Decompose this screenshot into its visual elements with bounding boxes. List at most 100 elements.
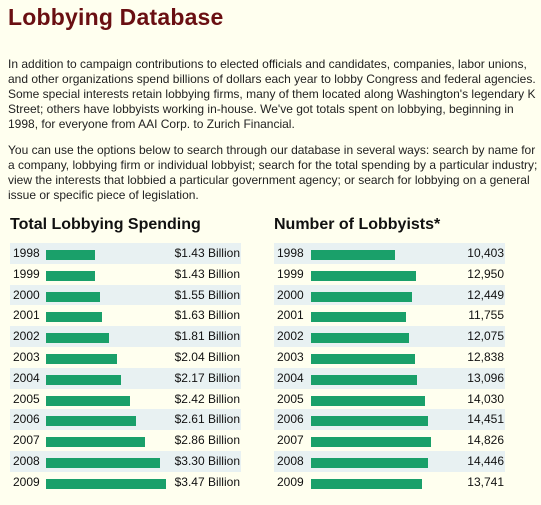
lobbyists-value-label: 13,741 (467, 474, 504, 489)
spending-bar (46, 353, 117, 364)
spending-value-label: $1.43 Billion (174, 246, 240, 260)
lobbyists-chart-title: Number of Lobbyists* (274, 216, 441, 233)
spending-bar (46, 457, 161, 468)
lobbyists-value-label: 14,451 (467, 412, 504, 427)
lobbyists-bar (311, 250, 396, 260)
lobbyists-row: 2006 14,451 (274, 409, 505, 431)
spending-value-label: $1.63 Billion (174, 308, 240, 323)
lobbyists-bar (311, 457, 428, 468)
lobbyists-value-label: 10,403 (467, 246, 504, 260)
spending-bar (46, 437, 145, 448)
lobbyists-year-label: 2006 (277, 412, 304, 427)
lobbyists-year-label: 1999 (277, 266, 304, 281)
spending-value-label: $1.81 Billion (174, 329, 240, 344)
spending-value-label: $1.55 Billion (174, 287, 240, 302)
spending-value-label: $3.30 Billion (174, 453, 240, 468)
spending-value-label: $2.17 Billion (174, 370, 240, 385)
spending-value-label: $3.47 Billion (174, 474, 240, 489)
spending-year-label: 1999 (13, 266, 40, 281)
spending-bar (46, 416, 137, 427)
lobbyists-value-label: 14,446 (467, 453, 504, 468)
spending-chart: 1998 $1.43 Billion 1999 $1.43 Billion 2000 $1… (10, 243, 241, 493)
lobbyists-row: 2003 12,838 (274, 347, 505, 368)
lobbyists-year-label: 2009 (277, 474, 304, 489)
spending-year-label: 1998 (13, 246, 40, 260)
lobbyists-year-label: 2003 (277, 349, 304, 364)
spending-year-label: 2003 (13, 349, 40, 364)
lobbyists-year-label: 1998 (277, 246, 304, 260)
spending-row: 1998 $1.43 Billion (10, 243, 241, 264)
spending-value-label: $1.43 Billion (174, 266, 240, 281)
lobbyists-row: 2001 11,755 (274, 305, 505, 326)
lobbyists-row: 2002 12,075 (274, 326, 505, 347)
spending-value-label: $2.42 Billion (174, 391, 240, 406)
spending-row: 2006 $2.61 Billion (10, 409, 241, 431)
spending-row: 2009 $3.47 Billion (10, 472, 241, 493)
intro-paragraph: In addition to campaign contributions to… (8, 57, 536, 131)
spending-row: 2003 $2.04 Billion (10, 347, 241, 368)
lobbyists-value-label: 14,030 (467, 391, 504, 406)
spending-bar (46, 250, 96, 260)
lobbyists-row: 2004 13,096 (274, 367, 505, 389)
lobbyists-year-label: 2000 (277, 287, 304, 302)
lobbyists-value-label: 12,449 (467, 287, 504, 302)
spending-year-label: 2004 (13, 370, 40, 385)
spending-bar (46, 333, 109, 344)
lobbyists-value-label: 12,075 (467, 329, 504, 344)
lobbyists-row: 1998 10,403 (274, 243, 505, 264)
spending-year-label: 2005 (13, 391, 40, 406)
spending-year-label: 2001 (13, 308, 40, 323)
lobbyists-row: 2000 12,449 (274, 284, 505, 306)
spending-row: 2000 $1.55 Billion (10, 284, 241, 306)
lobbyists-year-label: 2004 (277, 370, 304, 385)
lobbyists-year-label: 2005 (277, 391, 304, 406)
lobbyists-year-label: 2002 (277, 329, 304, 344)
spending-row: 2001 $1.63 Billion (10, 305, 241, 326)
lobbyists-bar (311, 312, 407, 323)
spending-row: 2008 $3.30 Billion (10, 450, 241, 472)
lobbyists-bar (311, 270, 416, 281)
lobbyists-bar (311, 291, 412, 302)
lobbyists-bar (311, 333, 409, 344)
spending-value-label: $2.61 Billion (174, 412, 240, 427)
lobbyists-value-label: 11,755 (468, 308, 504, 323)
lobbyists-year-label: 2007 (277, 433, 304, 448)
spending-year-label: 2006 (13, 412, 40, 427)
lobbyists-row: 2007 14,826 (274, 430, 505, 451)
spending-bar (46, 291, 100, 302)
spending-row: 2007 $2.86 Billion (10, 430, 241, 451)
spending-row: 2004 $2.17 Billion (10, 367, 241, 389)
spending-bar (46, 395, 130, 406)
instructions-paragraph: You can use the options below to search … (8, 143, 538, 202)
spending-year-label: 2009 (13, 474, 40, 489)
spending-bar (46, 374, 122, 385)
lobbyists-row: 2005 14,030 (274, 389, 505, 410)
lobbyists-bar (311, 416, 428, 427)
lobbyists-row: 2009 13,741 (274, 472, 505, 493)
spending-year-label: 2007 (13, 433, 40, 448)
spending-value-label: $2.86 Billion (174, 433, 240, 448)
lobbyists-chart: 1998 10,403 1999 12,950 2000 12,449 2001 11,755… (274, 243, 505, 493)
spending-row: 1999 $1.43 Billion (10, 264, 241, 285)
spending-year-label: 2008 (13, 453, 40, 468)
lobbyists-bar (311, 395, 425, 406)
lobbyists-value-label: 14,826 (467, 433, 504, 448)
lobbyists-bar (311, 478, 423, 489)
lobbyists-bar (311, 353, 415, 364)
spending-bar (46, 312, 103, 323)
spending-row: 2002 $1.81 Billion (10, 326, 241, 347)
lobbyists-value-label: 12,838 (467, 349, 504, 364)
spending-value-label: $2.04 Billion (174, 349, 240, 364)
page-title: Lobbying Database (8, 4, 224, 30)
spending-chart-title: Total Lobbying Spending (10, 216, 201, 233)
spending-year-label: 2000 (13, 287, 40, 302)
lobbyists-year-label: 2008 (277, 453, 304, 468)
lobbyists-bar (311, 437, 431, 448)
lobbyists-year-label: 2001 (277, 308, 304, 323)
spending-bar (46, 270, 96, 281)
spending-year-label: 2002 (13, 329, 40, 344)
lobbyists-row: 2008 14,446 (274, 450, 505, 472)
lobbyists-row: 1999 12,950 (274, 264, 505, 285)
lobbyists-value-label: 12,950 (467, 266, 504, 281)
spending-row: 2005 $2.42 Billion (10, 389, 241, 410)
